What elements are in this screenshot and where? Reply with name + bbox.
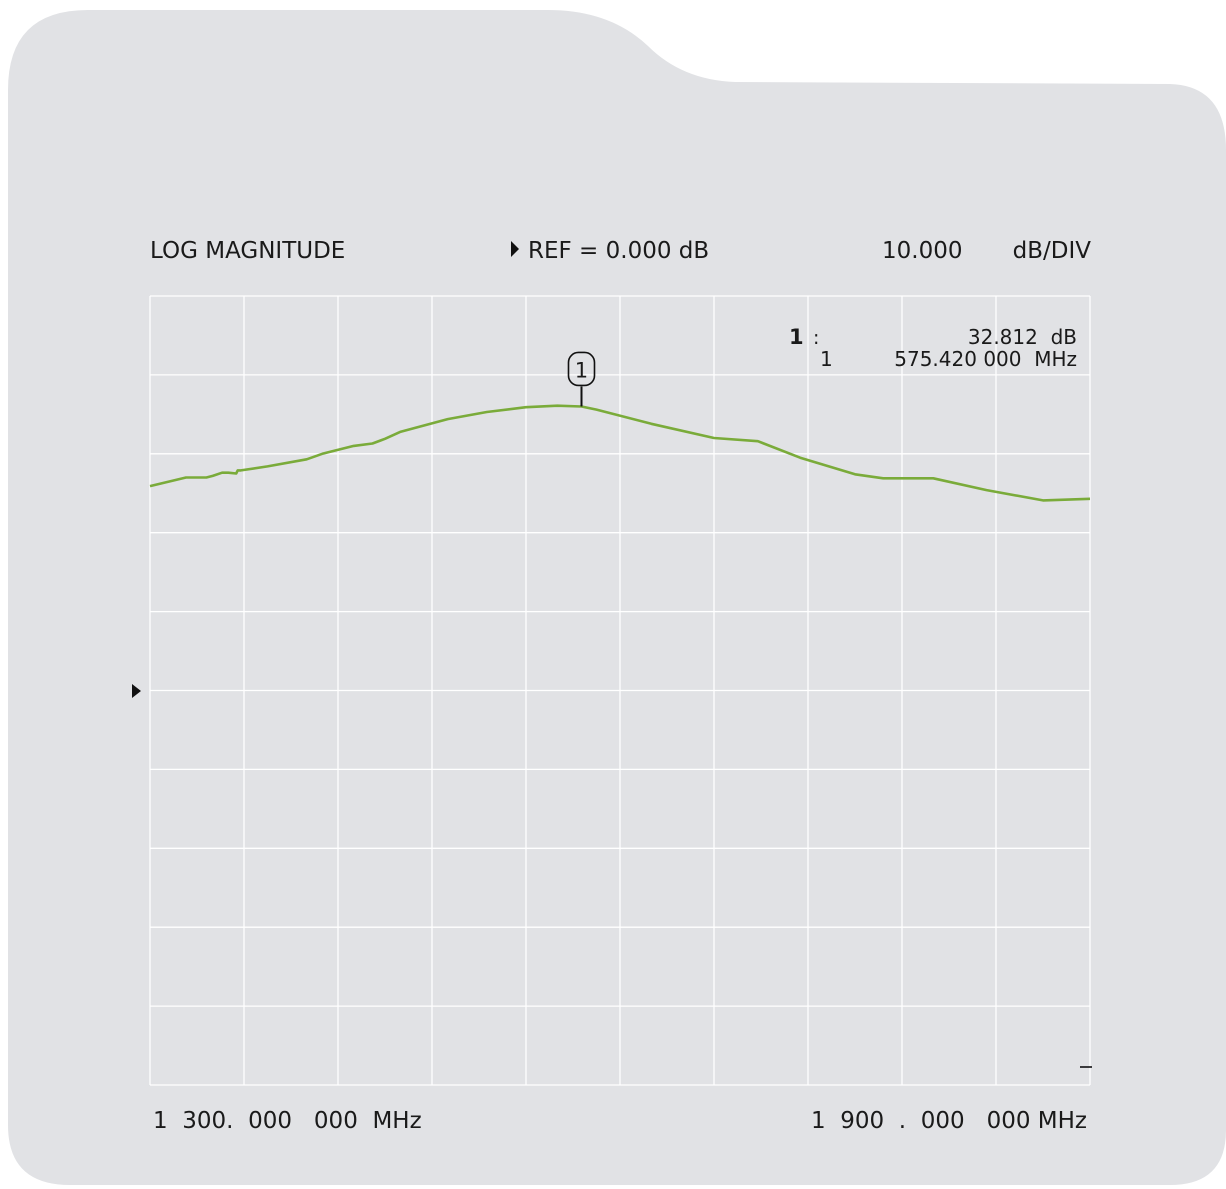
marker-readout-freq-prefix: 1: [820, 347, 833, 371]
ref-arrow-icon: [511, 241, 519, 257]
marker-readout-separator: :: [813, 327, 819, 349]
stop-frequency: 1 900 . 000 000 MHz: [811, 1108, 1087, 1134]
marker-readout-id: 1: [789, 325, 804, 349]
marker-1[interactable]: 1: [567, 351, 596, 407]
reference-position-arrow-icon: [132, 684, 141, 698]
marker-readout-value: 32.812 dB: [968, 325, 1077, 349]
format-label: LOG MAGNITUDE: [150, 238, 345, 264]
measurement-trace: [149, 404, 1091, 502]
scale-unit: dB/DIV: [1013, 238, 1092, 264]
marker-label: 1: [575, 358, 588, 382]
trace-layer: [149, 404, 1091, 502]
marker-readout-freq: 575.420 000 MHz: [894, 347, 1077, 371]
display-panel: [8, 10, 1226, 1185]
graticule: [149, 295, 1092, 1086]
scale-value: 10.000: [882, 238, 962, 264]
marker-layer: 1: [567, 351, 596, 407]
reference-level: REF = 0.000 dB: [528, 238, 709, 264]
start-frequency: 1 300. 000 000 MHz: [153, 1108, 422, 1134]
marker-badge: [567, 351, 596, 387]
